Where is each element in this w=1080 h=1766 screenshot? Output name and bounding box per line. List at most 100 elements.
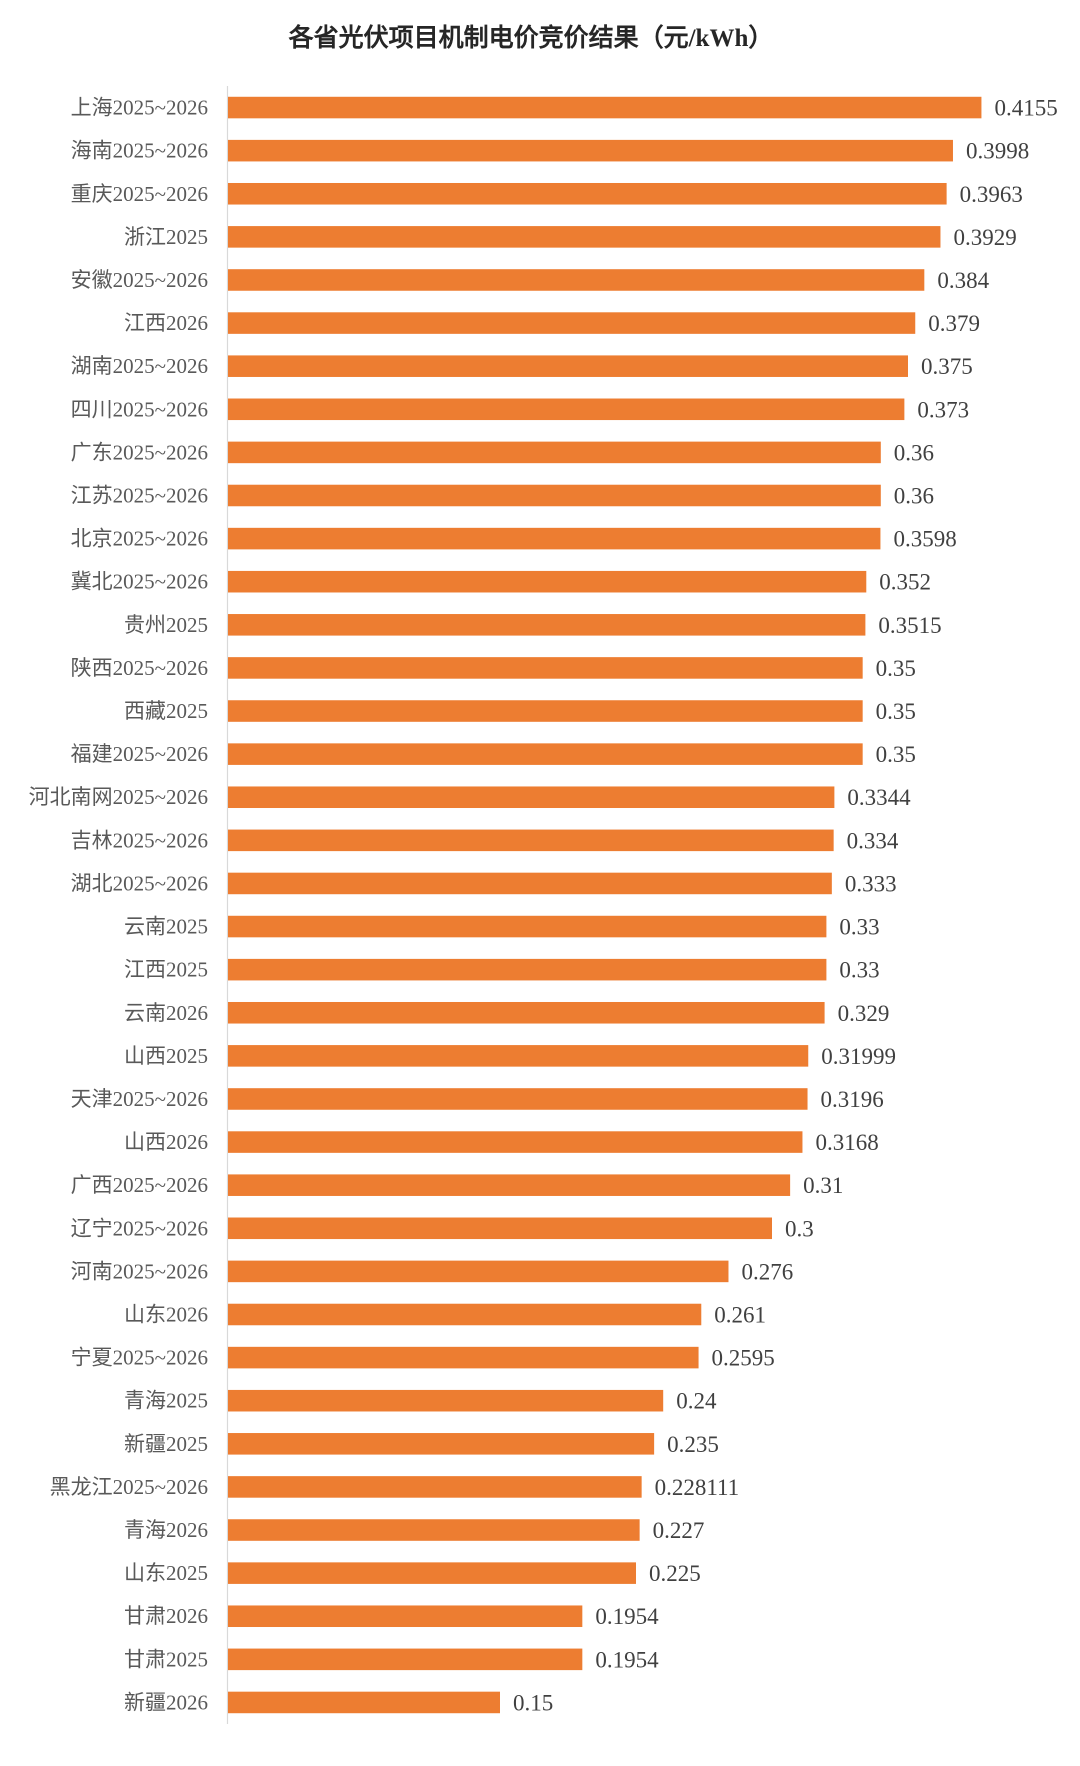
category-label: 福建2025~2026 <box>71 742 208 766</box>
value-label: 0.15 <box>513 1690 553 1715</box>
value-label: 0.33 <box>839 915 879 940</box>
data-bar <box>228 484 881 507</box>
value-label: 0.228111 <box>655 1475 740 1500</box>
data-bar <box>228 269 925 291</box>
value-label: 0.3 <box>785 1216 814 1241</box>
value-label: 0.334 <box>847 828 899 853</box>
data-bar <box>228 829 834 852</box>
value-label: 0.3344 <box>847 785 911 810</box>
category-label: 安徽2025~2026 <box>71 268 208 292</box>
data-bar <box>228 1303 702 1326</box>
value-label: 0.329 <box>838 1001 890 1026</box>
value-label: 0.384 <box>937 268 989 293</box>
value-label: 0.31999 <box>821 1044 896 1069</box>
data-bar <box>228 1088 808 1110</box>
value-label: 0.2595 <box>712 1346 775 1371</box>
category-label: 云南2026 <box>124 1001 208 1025</box>
value-label: 0.24 <box>676 1389 717 1414</box>
value-label: 0.35 <box>876 656 916 681</box>
category-label: 海南2025~2026 <box>71 139 208 163</box>
category-label: 江苏2025~2026 <box>71 484 208 508</box>
value-label: 0.3196 <box>821 1087 884 1112</box>
data-bar <box>228 182 947 205</box>
category-label: 广东2025~2026 <box>71 440 208 464</box>
data-bar <box>228 1605 583 1628</box>
value-label: 0.333 <box>845 871 897 896</box>
value-label: 0.3168 <box>815 1130 878 1155</box>
category-label: 陕西2025~2026 <box>71 656 208 680</box>
data-bar <box>228 786 835 809</box>
value-labels-group: 0.4155 0.3998 0.3963 0.3929 0.384 0.379 0.375 0… <box>513 96 1058 1716</box>
value-label: 0.4155 <box>994 96 1057 121</box>
category-label: 河南2025~2026 <box>71 1259 208 1283</box>
category-label: 四川2025~2026 <box>71 397 208 421</box>
value-label: 0.3929 <box>953 225 1016 250</box>
value-label: 0.33 <box>839 958 879 983</box>
category-label: 江西2026 <box>124 311 208 335</box>
value-label: 0.1954 <box>595 1647 659 1672</box>
data-bar <box>228 312 916 334</box>
data-bar <box>228 1389 664 1412</box>
value-label: 0.35 <box>876 742 916 767</box>
category-label: 吉林2025~2026 <box>71 828 208 852</box>
data-bar <box>228 1433 655 1455</box>
data-bar <box>228 743 863 765</box>
data-bar <box>228 527 881 550</box>
category-label: 天津2025~2026 <box>71 1087 208 1111</box>
data-bar <box>228 657 863 679</box>
value-label: 0.3963 <box>960 182 1023 207</box>
data-bar <box>228 1346 699 1369</box>
category-label: 湖南2025~2026 <box>71 354 208 378</box>
value-label: 0.261 <box>714 1303 766 1328</box>
value-label: 0.225 <box>649 1561 701 1586</box>
data-bar <box>228 700 863 722</box>
value-label: 0.35 <box>876 699 916 724</box>
data-bar <box>228 915 827 938</box>
data-bar <box>228 1001 825 1024</box>
data-bar <box>228 139 953 162</box>
value-label: 0.31 <box>803 1173 843 1198</box>
chart-title: 各省光伏项目机制电价竞价结果（元/kWh） <box>288 23 774 52</box>
value-label: 0.36 <box>894 440 934 465</box>
category-label: 贵州2025 <box>124 613 208 637</box>
category-label: 新疆2025 <box>124 1432 208 1456</box>
category-label: 重庆2025~2026 <box>71 182 208 206</box>
category-label: 宁夏2025~2026 <box>71 1346 208 1370</box>
data-bar <box>228 226 941 248</box>
value-label: 0.3998 <box>966 139 1029 164</box>
data-bar <box>228 1174 791 1196</box>
value-label: 0.379 <box>928 311 980 336</box>
category-label: 甘肃2025 <box>124 1647 208 1671</box>
data-bar <box>228 1131 803 1153</box>
category-label: 河北南网2025~2026 <box>29 785 208 809</box>
category-label: 青海2026 <box>124 1518 208 1542</box>
category-label: 新疆2026 <box>124 1690 208 1714</box>
data-bar <box>228 1691 500 1714</box>
data-bar <box>228 355 908 377</box>
value-label: 0.352 <box>879 570 931 595</box>
category-label: 黑龙江2025~2026 <box>50 1475 208 1499</box>
bars-group <box>228 96 982 1714</box>
category-label: 山东2026 <box>124 1303 208 1327</box>
category-label: 青海2025 <box>124 1389 208 1413</box>
data-bar <box>228 1260 729 1283</box>
category-label: 冀北2025~2026 <box>71 570 208 594</box>
value-label: 0.373 <box>917 397 969 422</box>
value-label: 0.227 <box>653 1518 705 1543</box>
category-label: 北京2025~2026 <box>71 527 208 551</box>
category-label: 西藏2025 <box>124 699 208 723</box>
category-label: 云南2025 <box>124 915 208 939</box>
category-label: 广西2025~2026 <box>71 1173 208 1197</box>
data-bar <box>228 1476 642 1498</box>
data-bar <box>228 570 867 593</box>
category-label: 甘肃2026 <box>124 1604 208 1628</box>
category-label: 湖北2025~2026 <box>71 871 208 895</box>
category-label: 山西2026 <box>124 1130 208 1154</box>
category-label: 辽宁2025~2026 <box>71 1216 208 1240</box>
category-label: 山西2025 <box>124 1044 208 1068</box>
value-label: 0.36 <box>894 484 934 509</box>
value-label: 0.235 <box>667 1432 719 1457</box>
data-bar <box>228 1562 636 1584</box>
value-label: 0.375 <box>921 354 973 379</box>
